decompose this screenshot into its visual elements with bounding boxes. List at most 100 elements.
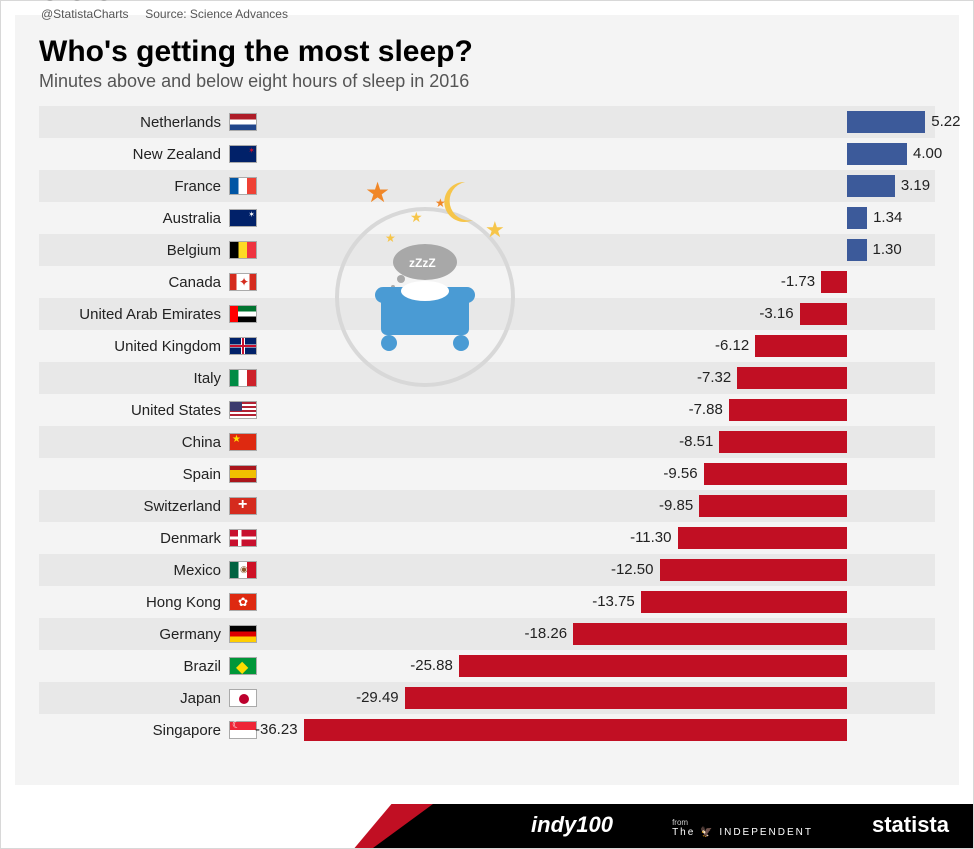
bar-zone: -9.85: [257, 490, 935, 522]
bar-zone: -7.32: [257, 362, 935, 394]
bar-zone: -25.88: [257, 650, 935, 682]
table-row: Denmark -11.30: [39, 522, 935, 554]
bar-zone: 4.00: [257, 138, 935, 170]
bar: [704, 463, 847, 485]
bar: [699, 495, 847, 517]
bar-zone: -29.49: [257, 682, 935, 714]
country-label: Germany: [39, 626, 229, 643]
flag-icon: [229, 593, 257, 611]
table-row: Switzerland -9.85: [39, 490, 935, 522]
country-label: United States: [39, 402, 229, 419]
bar-value: -36.23: [255, 721, 298, 738]
bar-zone: -36.23: [257, 714, 935, 746]
bar: [821, 271, 847, 293]
bar-zone: 1.34: [257, 202, 935, 234]
bar-value: -9.56: [663, 465, 697, 482]
flag-icon: [229, 305, 257, 323]
bar-value: -25.88: [410, 657, 453, 674]
country-label: Belgium: [39, 242, 229, 259]
bar: [729, 399, 847, 421]
flag-icon: [229, 465, 257, 483]
bar: [847, 239, 867, 261]
bar-chart: Netherlands 5.22 New Zealand 4.00 France 3.19…: [39, 106, 935, 746]
bar: [405, 687, 847, 709]
table-row: Mexico -12.50: [39, 554, 935, 586]
bar-value: 1.30: [873, 241, 902, 258]
country-label: United Arab Emirates: [39, 306, 229, 323]
chart-container: Who's getting the most sleep? Minutes ab…: [15, 15, 959, 785]
flag-icon: [229, 337, 257, 355]
bar-value: 4.00: [913, 145, 942, 162]
bar: [800, 303, 847, 325]
bar-zone: 5.22: [257, 106, 935, 138]
bar-value: -11.30: [630, 529, 671, 546]
country-label: New Zealand: [39, 146, 229, 163]
country-label: Canada: [39, 274, 229, 291]
country-label: Singapore: [39, 722, 229, 739]
bar-zone: -18.26: [257, 618, 935, 650]
brand-independent: from The 🦅 INDEPENDENT: [672, 818, 813, 838]
flag-icon: [229, 145, 257, 163]
flag-icon: [229, 209, 257, 227]
table-row: Italy -7.32: [39, 362, 935, 394]
bar-value: -29.49: [356, 689, 399, 706]
bar: [847, 175, 895, 197]
flag-icon: [229, 401, 257, 419]
bar: [737, 367, 847, 389]
bar-value: 3.19: [901, 177, 930, 194]
table-row: New Zealand 4.00: [39, 138, 935, 170]
country-label: Japan: [39, 690, 229, 707]
country-label: Netherlands: [39, 114, 229, 131]
bar: [847, 143, 907, 165]
flag-icon: [229, 721, 257, 739]
country-label: Mexico: [39, 562, 229, 579]
flag-icon: [229, 369, 257, 387]
country-label: United Kingdom: [39, 338, 229, 355]
flag-icon: [229, 529, 257, 547]
country-label: Spain: [39, 466, 229, 483]
country-label: China: [39, 434, 229, 451]
table-row: Germany -18.26: [39, 618, 935, 650]
bar-value: -6.12: [715, 337, 749, 354]
bar-zone: -11.30: [257, 522, 935, 554]
flag-icon: [229, 177, 257, 195]
bar-value: -18.26: [525, 625, 568, 642]
table-row: France 3.19: [39, 170, 935, 202]
bar-zone: -9.56: [257, 458, 935, 490]
bar-value: 5.22: [931, 113, 960, 130]
table-row: Australia1.34: [39, 202, 935, 234]
bar-value: -7.32: [697, 369, 731, 386]
bar: [719, 431, 847, 453]
bar-zone: -3.16: [257, 298, 935, 330]
bar-zone: -1.73: [257, 266, 935, 298]
flag-icon: [229, 689, 257, 707]
table-row: Belgium 1.30: [39, 234, 935, 266]
country-label: Switzerland: [39, 498, 229, 515]
bar-zone: -8.51: [257, 426, 935, 458]
bar-value: -1.73: [781, 273, 815, 290]
table-row: Spain -9.56: [39, 458, 935, 490]
table-row: United Kingdom -6.12: [39, 330, 935, 362]
country-label: France: [39, 178, 229, 195]
bar: [573, 623, 847, 645]
brand-indy: indy100: [531, 812, 613, 838]
brand-statista: statista: [872, 812, 949, 838]
bar: [660, 559, 848, 581]
flag-icon: [229, 497, 257, 515]
chart-subtitle: Minutes above and below eight hours of s…: [15, 71, 959, 106]
bar-value: -12.50: [611, 561, 654, 578]
country-label: Denmark: [39, 530, 229, 547]
bar-zone: 3.19: [257, 170, 935, 202]
table-row: Singapore -36.23: [39, 714, 935, 746]
bar-zone: -6.12: [257, 330, 935, 362]
bar-zone: -7.88: [257, 394, 935, 426]
table-row: United States -7.88: [39, 394, 935, 426]
table-row: Brazil-25.88: [39, 650, 935, 682]
flag-icon: [229, 113, 257, 131]
source-label: Source: Science Advances: [145, 7, 288, 21]
table-row: China -8.51: [39, 426, 935, 458]
country-label: Italy: [39, 370, 229, 387]
bar-value: 1.34: [873, 209, 902, 226]
bar-value: -9.85: [659, 497, 693, 514]
table-row: Netherlands 5.22: [39, 106, 935, 138]
